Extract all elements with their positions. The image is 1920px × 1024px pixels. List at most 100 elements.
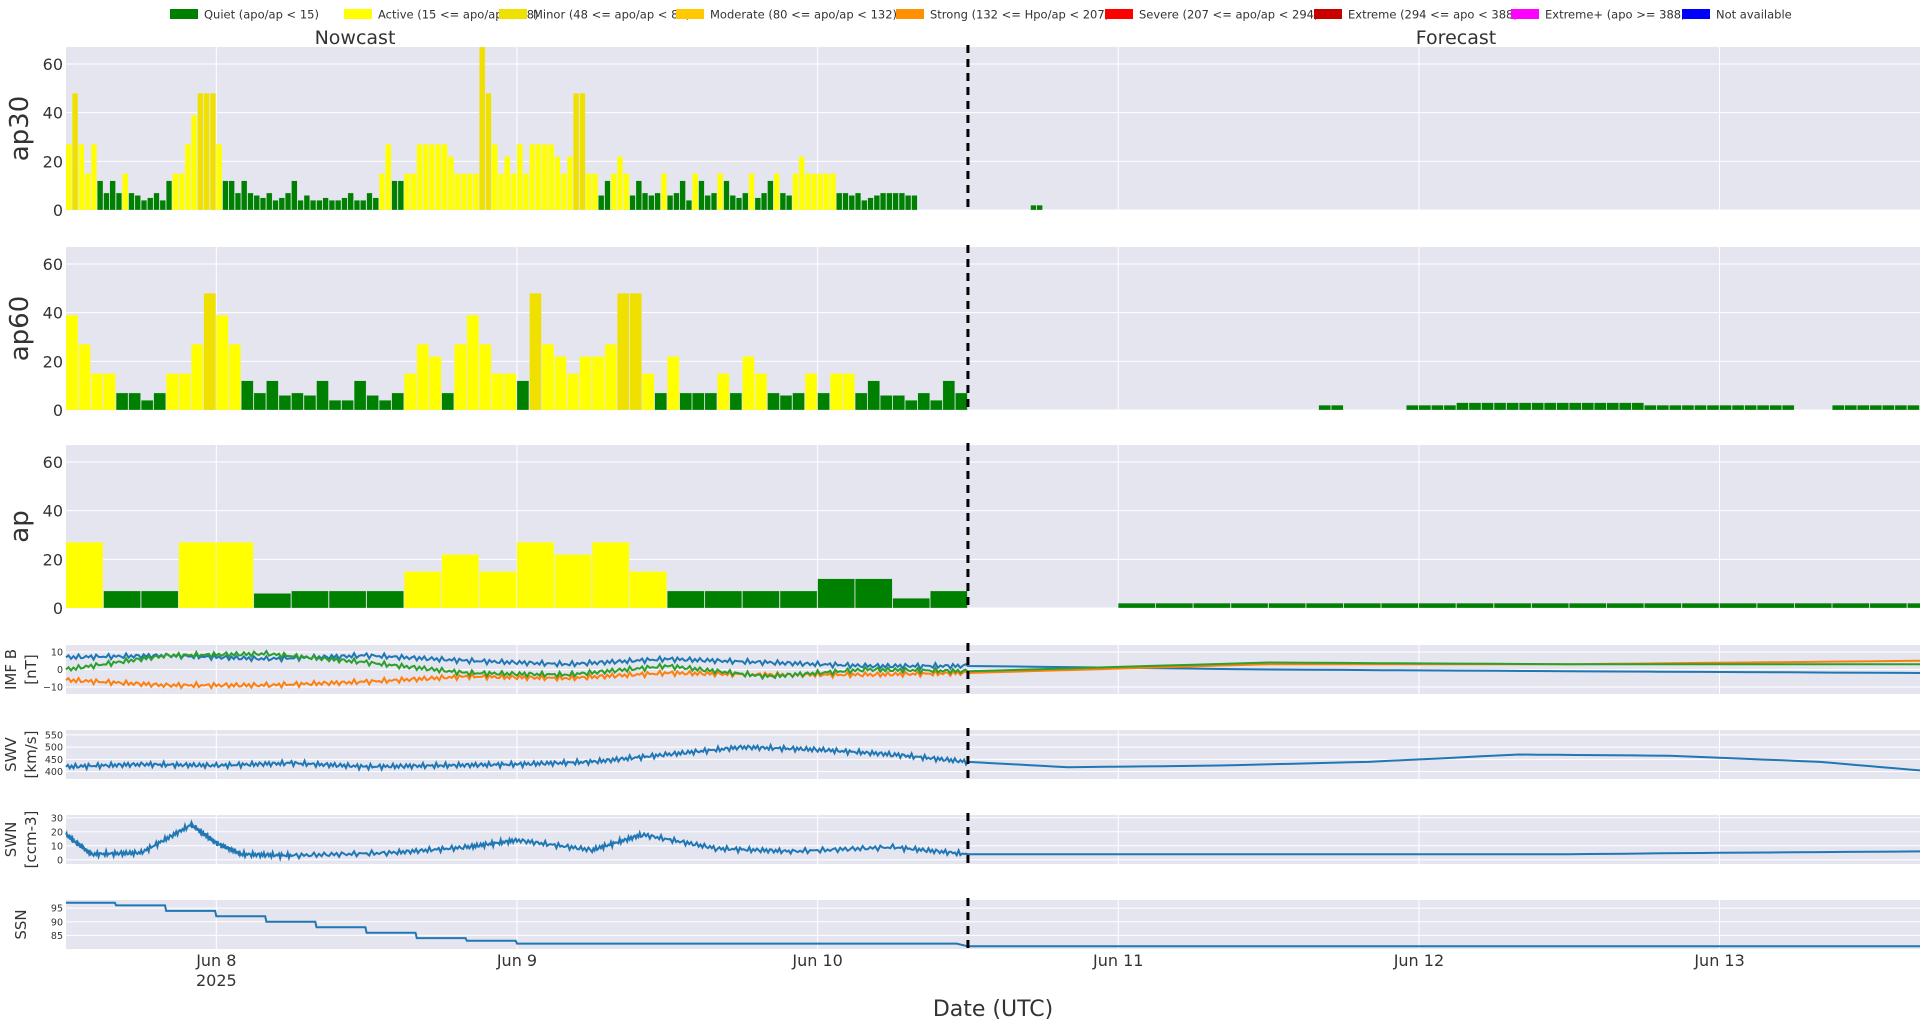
bar [617,293,630,411]
legend-label: Active (15 <= apo/ap < 48) [378,8,539,22]
bar [667,195,674,211]
section-label-forecast: Forecast [1416,27,1496,49]
bar [472,173,479,211]
bar [454,173,461,211]
bar [1343,602,1381,609]
bar [1606,402,1619,411]
bar [278,395,292,411]
bar [585,173,592,211]
bar [773,173,780,211]
bar [328,200,335,211]
bar [823,173,830,211]
bar [1882,404,1895,411]
y-tick-label: 40 [43,304,63,323]
bar [867,197,874,211]
bar [817,392,830,411]
bar [510,173,517,211]
bar [1656,404,1670,411]
bar [660,173,667,211]
bar [579,93,586,211]
bar [372,197,379,211]
bar [209,93,216,211]
legend-label: Not available [1716,8,1792,22]
bar [610,173,617,211]
bar [78,144,85,211]
bar [892,395,905,411]
panel-ssn: 85 90 95 SSN [12,898,1920,951]
bar [141,200,147,211]
bar [1418,602,1457,609]
bar [303,195,310,211]
bar [466,173,473,211]
bar [1782,404,1795,411]
bar [122,173,129,211]
bar [748,173,755,211]
y-tick-label: 0 [53,401,63,420]
bar [266,380,279,411]
bar [1531,402,1544,411]
bar [855,578,893,609]
bar [253,593,292,609]
bar [516,144,523,211]
bar [422,144,429,211]
x-tick-label: Jun 10 [791,951,842,970]
bar [1769,404,1782,411]
bar [817,173,824,211]
bar [360,200,367,211]
bar [203,93,210,211]
bar [930,400,943,411]
bar [97,180,104,211]
bar [886,192,893,211]
bar [1606,602,1644,609]
bar [454,344,467,411]
bar [598,195,605,211]
bar [115,192,122,211]
bar [911,195,918,211]
bar [178,373,191,411]
bar [1706,404,1720,411]
bar [1894,404,1908,411]
bar [541,144,548,211]
bar [717,373,730,411]
bar [523,173,530,211]
bar [1756,404,1770,411]
bar [629,195,636,211]
bar [892,598,930,609]
legend-swatch [344,9,372,19]
plot-background [66,815,1920,864]
panel-imf-b: −10 0 10 IMF B [nT] [2,643,1920,696]
bar [1036,204,1043,211]
bar [1030,204,1037,211]
legend-item: Quiet (apo/ap < 15) [170,8,319,22]
y-tick-label: 60 [43,453,63,472]
y-tick-label: 400 [45,767,63,778]
bar [166,373,179,411]
bar [767,392,780,411]
legend-label: Extreme (294 <= apo < 388) [1348,8,1518,22]
bar [216,144,223,211]
legend-swatch [1105,9,1133,19]
bar [604,344,617,411]
bar [216,314,229,411]
legend-label: Extreme+ (apo >= 388) [1545,8,1686,22]
y-tick-label: 450 [45,755,63,766]
bar [291,590,329,609]
bar [485,93,492,211]
bar [391,392,404,411]
bar [792,173,799,211]
bar [654,392,667,411]
bar [72,93,79,211]
bar [429,144,436,211]
bar [103,373,116,411]
bar [817,578,855,609]
bar [905,400,918,411]
y-tick-label: 0 [53,599,63,618]
y-axis-title: ap30 [5,96,35,162]
bar [642,192,649,211]
bar [779,395,793,411]
bar [704,590,743,609]
bar [335,200,342,211]
bar [1832,602,1870,609]
x-tick-label: Jun 9 [496,951,537,970]
legend-swatch [499,9,527,19]
